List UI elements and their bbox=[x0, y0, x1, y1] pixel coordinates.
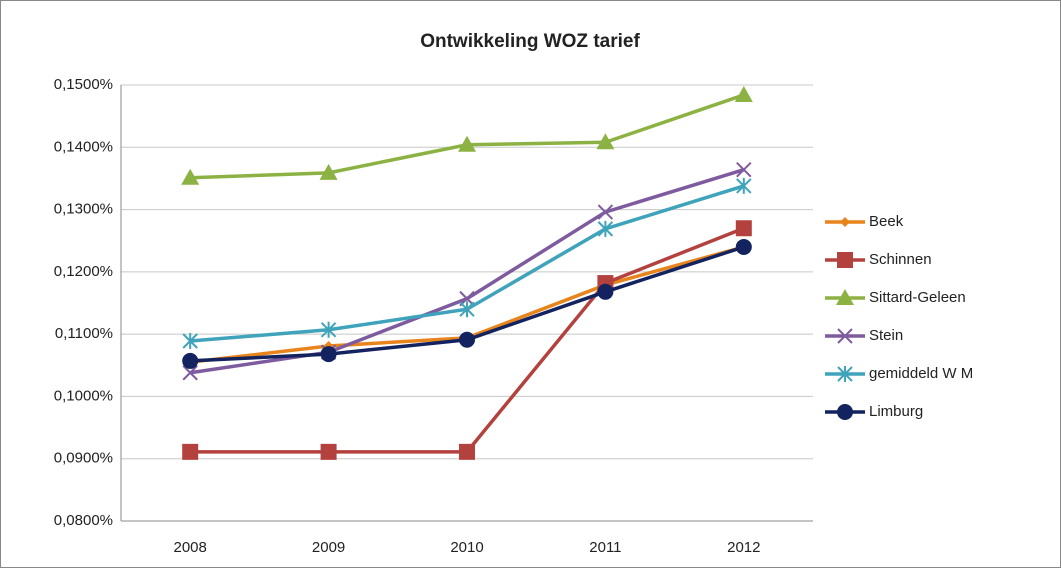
legend-label: Limburg bbox=[869, 403, 923, 420]
y-tick-label: 0,0800% bbox=[54, 512, 113, 529]
x-tick-label: 2008 bbox=[174, 539, 207, 556]
series: Sittard-Geleen bbox=[181, 85, 966, 306]
x-tick-label: 2012 bbox=[727, 539, 760, 556]
marker bbox=[458, 135, 476, 152]
y-tick-label: 0,1200% bbox=[54, 263, 113, 280]
marker bbox=[837, 366, 853, 382]
y-tick-label: 0,1400% bbox=[54, 138, 113, 155]
marker bbox=[597, 220, 614, 237]
y-tick-label: 0,1100% bbox=[55, 325, 113, 342]
series: Limburg bbox=[182, 238, 923, 420]
y-tick-label: 0,0900% bbox=[54, 450, 113, 467]
marker bbox=[840, 217, 850, 227]
legend-label: gemiddeld W M bbox=[869, 365, 973, 382]
marker bbox=[836, 289, 854, 305]
marker bbox=[459, 301, 475, 318]
x-tick-label: 2009 bbox=[312, 539, 345, 556]
marker bbox=[736, 177, 752, 194]
legend-label: Sittard-Geleen bbox=[869, 289, 966, 306]
legend-label: Schinnen bbox=[869, 251, 932, 268]
legend-label: Beek bbox=[869, 213, 904, 230]
marker bbox=[597, 204, 614, 220]
x-tick-label: 2011 bbox=[589, 539, 621, 556]
marker bbox=[736, 162, 752, 178]
marker bbox=[459, 331, 475, 348]
marker bbox=[320, 321, 337, 338]
marker bbox=[181, 168, 200, 185]
marker bbox=[735, 238, 752, 255]
marker bbox=[837, 252, 853, 268]
marker bbox=[320, 346, 337, 363]
marker bbox=[735, 220, 752, 237]
marker bbox=[182, 332, 198, 349]
y-tick-label: 0,1000% bbox=[54, 387, 113, 404]
marker bbox=[837, 328, 853, 344]
marker bbox=[182, 443, 199, 460]
marker bbox=[597, 283, 614, 300]
legend-label: Stein bbox=[869, 327, 903, 344]
marker bbox=[837, 404, 853, 420]
marker bbox=[182, 352, 199, 369]
x-tick-label: 2010 bbox=[450, 539, 483, 556]
series: Schinnen bbox=[182, 220, 932, 460]
series: gemiddeld W M bbox=[182, 177, 973, 382]
marker bbox=[182, 365, 198, 381]
marker bbox=[596, 133, 615, 150]
chart-title: Ontwikkeling WOZ tarief bbox=[420, 31, 640, 52]
marker bbox=[459, 443, 475, 460]
y-tick-label: 0,1500% bbox=[54, 76, 113, 93]
marker bbox=[319, 163, 338, 180]
y-tick-label: 0,1300% bbox=[54, 201, 113, 218]
marker bbox=[320, 443, 337, 460]
marker bbox=[734, 85, 753, 102]
